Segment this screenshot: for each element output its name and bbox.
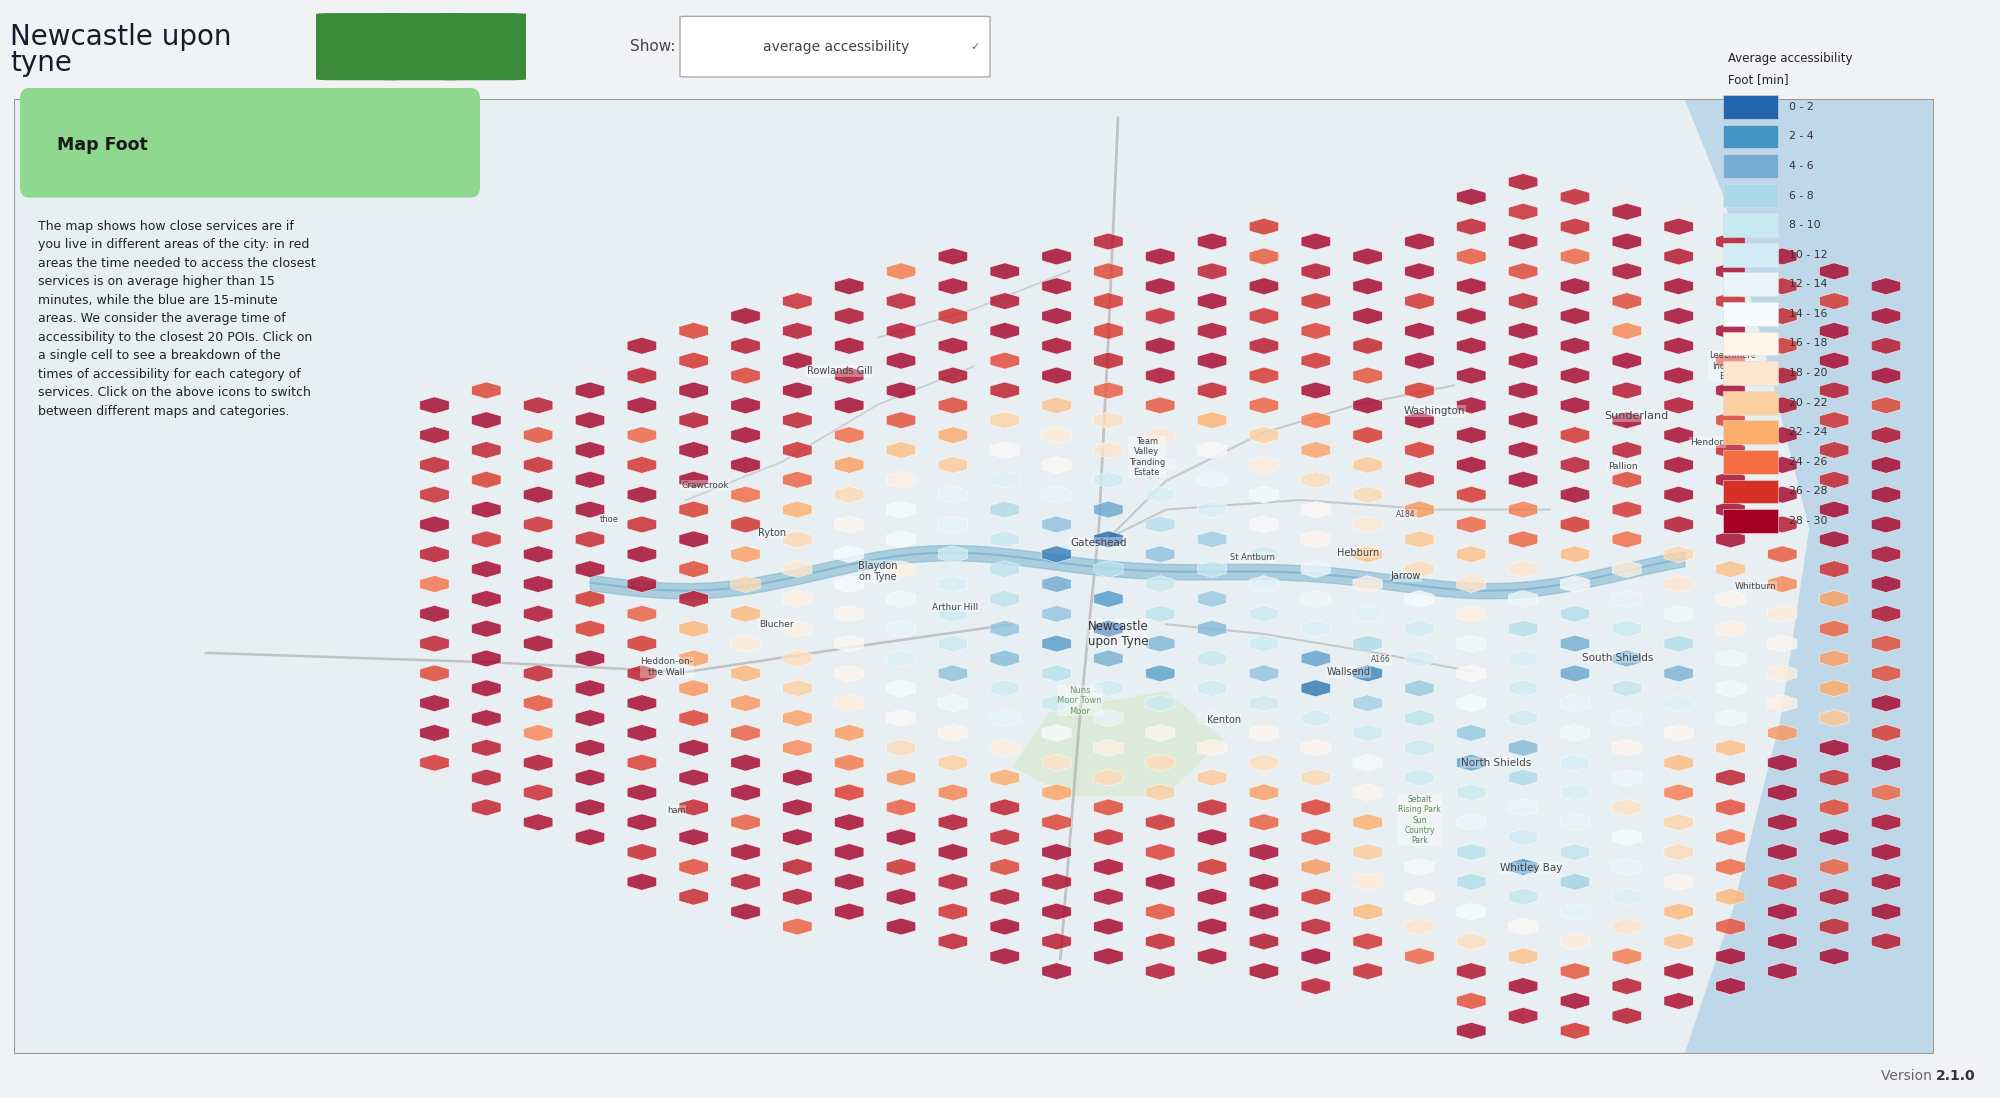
Text: 14 - 16: 14 - 16 bbox=[1790, 309, 1828, 318]
Text: Gateshead: Gateshead bbox=[1070, 538, 1128, 548]
FancyBboxPatch shape bbox=[680, 16, 990, 77]
Text: 12 - 14: 12 - 14 bbox=[1790, 279, 1828, 289]
Text: Map Foot: Map Foot bbox=[56, 136, 148, 155]
Text: 0 - 2: 0 - 2 bbox=[1790, 102, 1814, 112]
Bar bbox=[1724, 94, 1778, 119]
FancyBboxPatch shape bbox=[316, 13, 406, 80]
Text: Newcastle
upon Tyne: Newcastle upon Tyne bbox=[1088, 619, 1148, 648]
Text: Whitburn: Whitburn bbox=[1734, 582, 1776, 591]
Text: Blaydon
on Tyne: Blaydon on Tyne bbox=[858, 561, 898, 582]
Text: Version: Version bbox=[1880, 1069, 1936, 1083]
Text: 4 - 6: 4 - 6 bbox=[1790, 161, 1814, 171]
Bar bbox=[1724, 509, 1778, 533]
Text: 2 - 4: 2 - 4 bbox=[1790, 132, 1814, 142]
Text: 24 - 26: 24 - 26 bbox=[1790, 457, 1828, 467]
Bar bbox=[1724, 154, 1778, 178]
Text: Arthur Hill: Arthur Hill bbox=[932, 603, 978, 612]
Polygon shape bbox=[1012, 691, 1224, 796]
Bar bbox=[1724, 391, 1778, 415]
Bar bbox=[1724, 213, 1778, 237]
Text: Show:: Show: bbox=[630, 40, 676, 54]
Text: A184: A184 bbox=[1396, 509, 1416, 519]
Bar bbox=[1724, 332, 1778, 356]
Text: Washington: Washington bbox=[1404, 406, 1466, 416]
Text: North Shields: North Shields bbox=[1462, 758, 1532, 768]
Text: 2.1.0: 2.1.0 bbox=[1936, 1069, 1976, 1083]
Text: average accessibility: average accessibility bbox=[762, 40, 910, 54]
Polygon shape bbox=[1684, 99, 1934, 1054]
Bar bbox=[1724, 450, 1778, 473]
Text: Foot [min]: Foot [min] bbox=[1728, 74, 1788, 87]
Text: 22 - 24: 22 - 24 bbox=[1790, 427, 1828, 437]
Text: 26 - 28: 26 - 28 bbox=[1790, 486, 1828, 496]
Text: 10 - 12: 10 - 12 bbox=[1790, 249, 1828, 260]
Bar bbox=[1724, 361, 1778, 385]
Text: 28 - 30: 28 - 30 bbox=[1790, 516, 1828, 526]
Text: Hendon: Hendon bbox=[1690, 438, 1726, 447]
Text: ✓: ✓ bbox=[970, 42, 980, 52]
Text: Crawcrook: Crawcrook bbox=[682, 481, 730, 490]
Text: Hebburn: Hebburn bbox=[1336, 548, 1380, 558]
FancyBboxPatch shape bbox=[20, 88, 480, 198]
Bar bbox=[1724, 421, 1778, 444]
Text: Pallion: Pallion bbox=[1608, 462, 1638, 471]
Text: Jarrow: Jarrow bbox=[1390, 571, 1422, 582]
Text: 20 - 22: 20 - 22 bbox=[1790, 397, 1828, 407]
Text: thoe: thoe bbox=[600, 515, 618, 524]
FancyBboxPatch shape bbox=[436, 13, 526, 80]
Text: Blucher: Blucher bbox=[758, 619, 794, 629]
Text: 18 - 20: 18 - 20 bbox=[1790, 368, 1828, 378]
Text: A166: A166 bbox=[1372, 656, 1390, 664]
Text: Newcastle upon: Newcastle upon bbox=[10, 23, 232, 52]
Text: Wallsend: Wallsend bbox=[1326, 666, 1370, 677]
Text: Heddon-on-
the Wall: Heddon-on- the Wall bbox=[640, 658, 694, 676]
FancyBboxPatch shape bbox=[376, 13, 466, 80]
Text: Nuns
Moor Town
Moor: Nuns Moor Town Moor bbox=[1058, 686, 1102, 716]
Text: South Shields: South Shields bbox=[1582, 652, 1652, 663]
Text: Ryton: Ryton bbox=[758, 528, 786, 538]
Text: The map shows how close services are if
you live in different areas of the city:: The map shows how close services are if … bbox=[38, 220, 316, 417]
Text: Average accessibility: Average accessibility bbox=[1728, 52, 1852, 65]
Text: tyne: tyne bbox=[10, 48, 72, 77]
Bar bbox=[1724, 183, 1778, 208]
Bar bbox=[1724, 480, 1778, 503]
Text: Whitley Bay: Whitley Bay bbox=[1500, 863, 1562, 873]
Text: Sebalt
Rising Park
Sun
Country
Park: Sebalt Rising Park Sun Country Park bbox=[1398, 795, 1440, 845]
Bar bbox=[1724, 124, 1778, 148]
Text: 16 - 18: 16 - 18 bbox=[1790, 338, 1828, 348]
Text: 6 - 8: 6 - 8 bbox=[1790, 191, 1814, 201]
Text: Sunderland: Sunderland bbox=[1604, 411, 1668, 421]
Bar bbox=[1724, 272, 1778, 296]
Text: Kenton: Kenton bbox=[1206, 715, 1240, 725]
Bar bbox=[1724, 302, 1778, 326]
Bar bbox=[1724, 243, 1778, 267]
Text: St Antburn: St Antburn bbox=[1230, 553, 1274, 562]
Text: ham: ham bbox=[668, 806, 686, 815]
Text: 8 - 10: 8 - 10 bbox=[1790, 220, 1820, 231]
Text: Leechmere
Industrial
Estate: Leechmere Industrial Estate bbox=[1708, 351, 1756, 381]
Text: Rowlands Gill: Rowlands Gill bbox=[806, 366, 872, 377]
Text: Team
Valley
Tranding
Estate: Team Valley Tranding Estate bbox=[1128, 437, 1164, 478]
